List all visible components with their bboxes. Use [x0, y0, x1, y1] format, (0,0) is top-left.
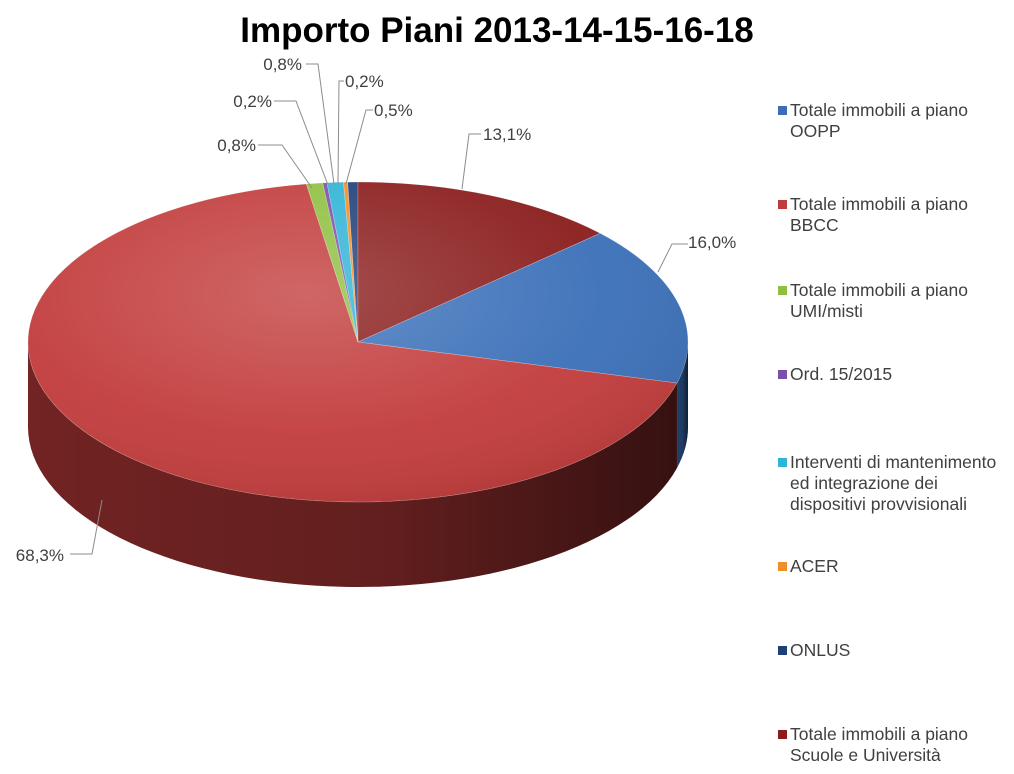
data-label-5: 0,8% [263, 55, 302, 74]
legend-item-2: Totale immobili a piano BBCC [778, 194, 1014, 236]
legend-swatch-7 [778, 646, 787, 655]
legend-swatch-2 [778, 200, 787, 209]
legend-label-3: Totale immobili a piano UMI/misti [790, 280, 969, 321]
data-label-4: 0,2% [233, 92, 272, 111]
pie-tops [27, 181, 689, 503]
leader-line-8 [461, 133, 481, 190]
pie-side-shade-2 [28, 342, 677, 587]
legend-item-5: Interventi di mantenimento ed integrazio… [778, 452, 1014, 515]
legend-swatch-6 [778, 562, 787, 571]
data-label-8: 13,1% [483, 125, 531, 144]
leader-line-2 [70, 499, 103, 555]
pie-labels: 16,0% 68,3% 0,8% 0,2% 0,8% 0,2% 0,5% 13,1% [16, 55, 736, 565]
leader-line-7 [345, 109, 373, 185]
legend-label-1: Totale immobili a piano OOPP [790, 100, 969, 141]
legend-swatch-8 [778, 730, 787, 739]
data-label-2: 68,3% [16, 546, 64, 565]
legend-label-5: Interventi di mantenimento ed integrazio… [790, 452, 997, 514]
legend-label-8: Totale immobili a piano Scuole e Univers… [790, 724, 969, 765]
legend-item-7: ONLUS [778, 640, 1014, 661]
legend-label-4: Ord. 15/2015 [790, 364, 893, 384]
legend-swatch-5 [778, 458, 787, 467]
leader-line-3 [258, 144, 313, 189]
data-label-6: 0,2% [345, 72, 384, 91]
legend-swatch-4 [778, 370, 787, 379]
legend-item-3: Totale immobili a piano UMI/misti [778, 280, 1014, 322]
legend-label-7: ONLUS [790, 640, 851, 660]
leader-line-6 [337, 80, 344, 185]
legend-item-8: Totale immobili a piano Scuole e Univers… [778, 724, 1014, 766]
data-label-3: 0,8% [217, 136, 256, 155]
legend-item-6: ACER [778, 556, 1014, 577]
data-label-1: 16,0% [688, 233, 736, 252]
leader-line-5 [306, 63, 335, 185]
legend-item-1: Totale immobili a piano OOPP [778, 100, 1014, 142]
chart-title: Importo Piani 2013-14-15-16-18 [240, 11, 754, 50]
legend-label-2: Totale immobili a piano BBCC [790, 194, 969, 235]
leader-line-1 [657, 243, 688, 273]
legend-label-6: ACER [790, 556, 839, 576]
data-label-7: 0,5% [374, 101, 413, 120]
legend-swatch-3 [778, 286, 787, 295]
legend-swatch-1 [778, 106, 787, 115]
legend-item-4: Ord. 15/2015 [778, 364, 1014, 385]
leader-line-4 [274, 100, 329, 186]
